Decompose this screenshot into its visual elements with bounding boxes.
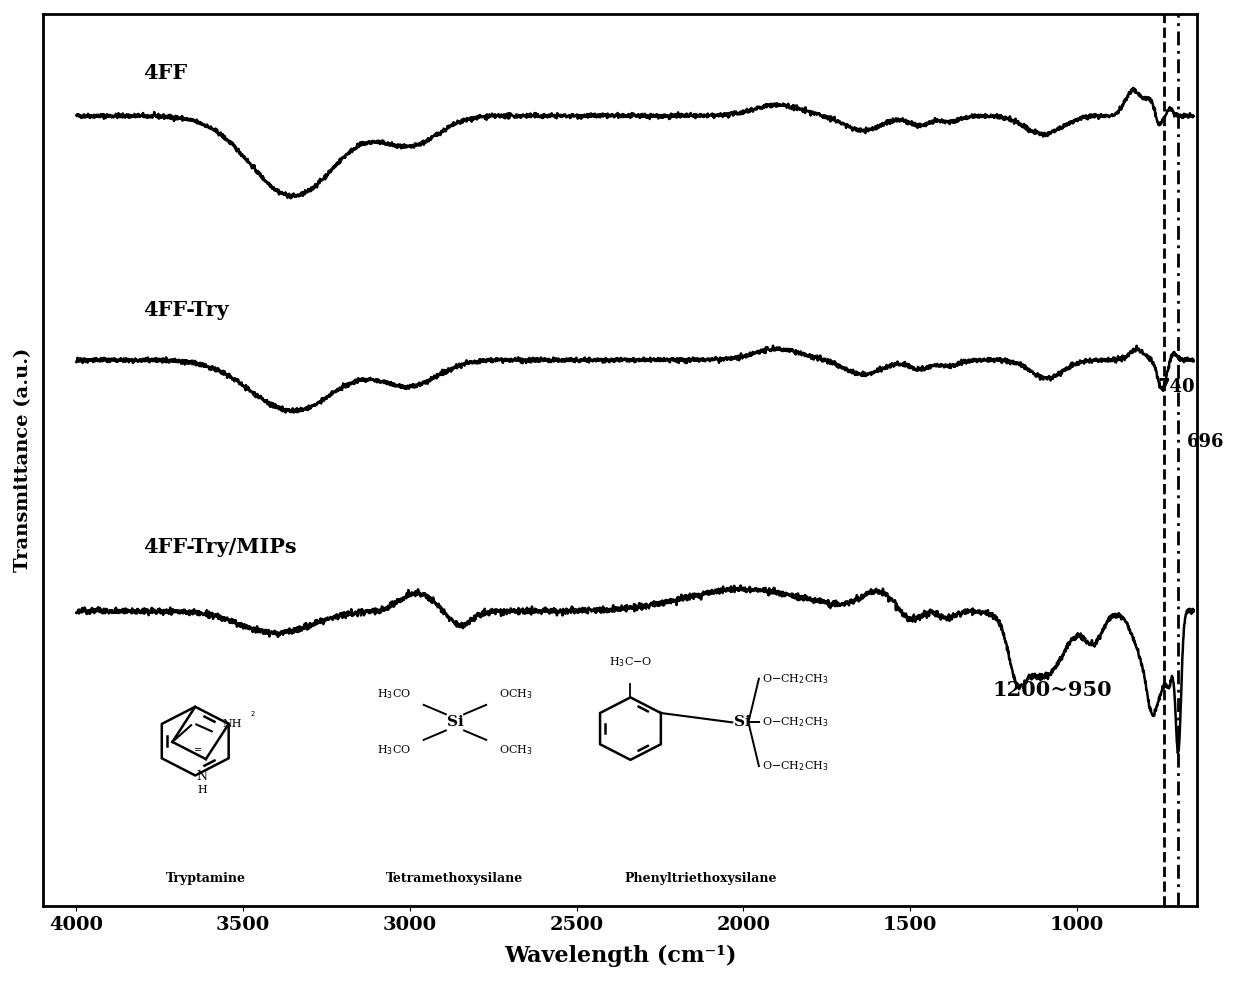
Text: 4FF-Try/MIPs: 4FF-Try/MIPs (143, 537, 296, 557)
X-axis label: Wavelength (cm⁻¹): Wavelength (cm⁻¹) (503, 945, 737, 967)
Text: 696: 696 (1187, 433, 1224, 451)
Text: 740: 740 (1158, 379, 1195, 396)
Text: 4FF: 4FF (143, 64, 187, 83)
Text: 4FF-Try: 4FF-Try (143, 300, 228, 320)
Y-axis label: Transmittance (a.u.): Transmittance (a.u.) (14, 348, 32, 572)
Text: 1200~950: 1200~950 (992, 681, 1112, 700)
